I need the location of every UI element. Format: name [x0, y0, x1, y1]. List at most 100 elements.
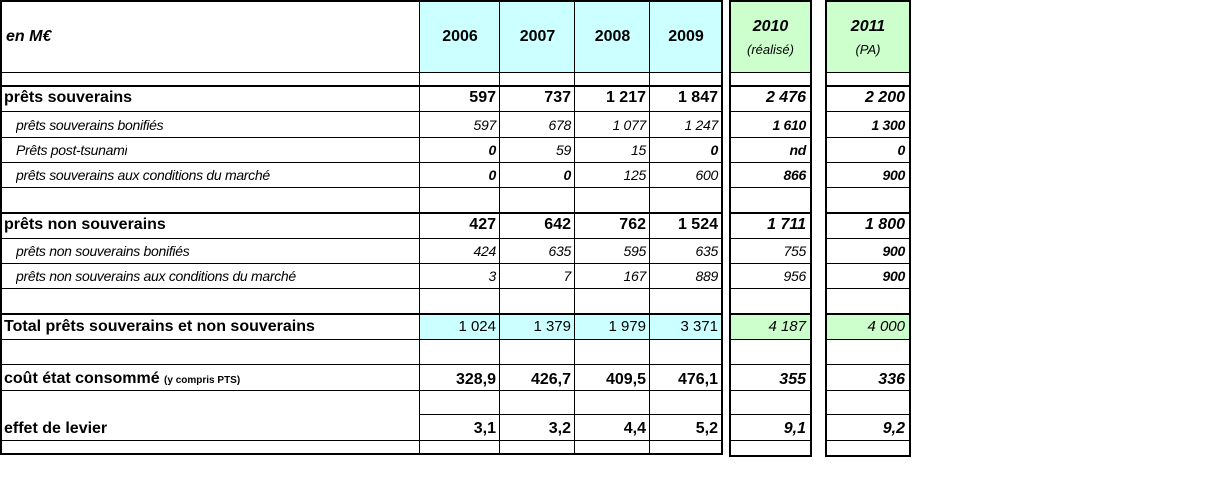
row-divider	[0, 288, 722, 289]
cell-value: 15	[631, 142, 646, 158]
row-divider	[731, 238, 810, 239]
row-divider	[0, 313, 722, 315]
header-2010-bg	[731, 2, 810, 72]
cell-value: 426,7	[530, 371, 571, 388]
column-divider	[499, 0, 500, 455]
row-divider	[731, 339, 810, 340]
cell-2010: nd	[789, 142, 806, 158]
cell-2010: 1 711	[767, 216, 806, 233]
cell-value: 597	[469, 89, 496, 106]
row-divider	[827, 238, 909, 239]
row-divider	[827, 111, 909, 112]
cell-value: 167	[623, 268, 647, 284]
row-divider	[731, 137, 810, 138]
row-divider	[827, 137, 909, 138]
row-divider	[0, 364, 722, 365]
cell-value: 1 247	[684, 117, 718, 133]
row-divider	[731, 414, 810, 415]
row-divider	[0, 72, 722, 73]
cell-value: 409,5	[605, 371, 646, 388]
row-divider	[731, 72, 810, 73]
cell-value: 1 217	[605, 89, 646, 106]
row-label-total: Total prêts souverains et non souverains	[4, 318, 315, 335]
cell-value: 595	[623, 243, 647, 259]
cell-value: 3,2	[548, 420, 571, 437]
cell-value: 0	[488, 142, 497, 158]
table-border	[825, 455, 911, 457]
total-2011-bg	[827, 315, 909, 339]
row-label-cout-etat: coût état consommé (y compris PTS)	[4, 370, 240, 392]
cell-value: 59	[556, 142, 571, 158]
cell-2011: 900	[882, 268, 906, 284]
cell-2010: 755	[783, 243, 807, 259]
cell-value: 3	[488, 268, 497, 284]
year-2006-header: 2006	[442, 28, 478, 45]
column-divider	[909, 0, 911, 457]
row-divider	[731, 364, 810, 365]
row-divider	[0, 440, 722, 441]
total-2010-bg	[731, 315, 810, 339]
row-divider	[0, 263, 722, 264]
header-years-bg	[420, 2, 722, 72]
cell-value: 642	[544, 216, 571, 233]
cell-2010: 866	[783, 167, 807, 183]
cell-value: 1 847	[677, 89, 718, 106]
cell-value: 1 979	[608, 318, 646, 335]
table-border	[729, 455, 812, 457]
row-divider	[827, 414, 909, 415]
cell-value: 0	[488, 167, 497, 183]
cell-value: 3,1	[473, 420, 496, 437]
cell-2010: 9,1	[783, 420, 806, 437]
cell-value: 7	[563, 268, 572, 284]
cell-2011: 900	[882, 243, 906, 259]
year-2011-header: 2011	[850, 18, 886, 35]
cell-2010: 355	[779, 371, 806, 388]
row-label-prets-souverains-marche: prêts souverains aux conditions du march…	[16, 167, 270, 183]
cell-2011: 0	[897, 142, 906, 158]
row-divider	[420, 414, 722, 415]
cell-value: 328,9	[455, 371, 496, 388]
row-divider	[731, 440, 810, 441]
year-2011-note: (PA)	[855, 42, 881, 57]
row-divider	[0, 390, 722, 391]
cell-value: 125	[623, 167, 647, 183]
column-divider	[825, 0, 827, 457]
cell-value: 1 379	[533, 318, 571, 335]
row-divider	[0, 85, 722, 87]
column-divider	[729, 0, 731, 457]
row-divider	[827, 162, 909, 163]
row-label-prets-non-souverains-marche: prêts non souverains aux conditions du m…	[16, 268, 296, 284]
column-divider	[810, 0, 812, 457]
year-2010-note: (réalisé)	[747, 42, 794, 57]
year-2008-header: 2008	[594, 28, 631, 45]
row-divider	[827, 263, 909, 264]
total-row-bg	[420, 315, 722, 339]
row-divider	[827, 313, 909, 315]
cell-value: 678	[548, 117, 572, 133]
row-divider	[731, 85, 810, 87]
header-2011-bg	[827, 2, 909, 72]
cell-value: 1 024	[458, 318, 496, 335]
cell-2011: 1 300	[871, 117, 905, 133]
table-border	[0, 0, 2, 455]
cell-value: 635	[695, 243, 719, 259]
unit-label: en M€	[6, 28, 52, 45]
cell-2011: 900	[882, 167, 906, 183]
cell-2011: 9,2	[882, 420, 905, 437]
cell-2010: 2 476	[765, 89, 806, 106]
cell-value: 1 524	[677, 216, 718, 233]
column-divider	[721, 0, 723, 455]
row-divider	[731, 263, 810, 264]
cell-value: 889	[695, 268, 719, 284]
row-divider	[827, 339, 909, 340]
row-divider	[0, 187, 722, 188]
column-divider	[649, 0, 650, 455]
cell-value: 600	[695, 167, 719, 183]
row-divider	[731, 187, 810, 188]
row-divider	[0, 162, 722, 163]
cell-2011: 4 000	[867, 318, 905, 335]
row-divider	[0, 212, 722, 214]
table-border	[0, 453, 722, 455]
row-label-prets-souverains: prêts souverains	[4, 89, 133, 106]
cell-2011: 2 200	[864, 89, 905, 106]
